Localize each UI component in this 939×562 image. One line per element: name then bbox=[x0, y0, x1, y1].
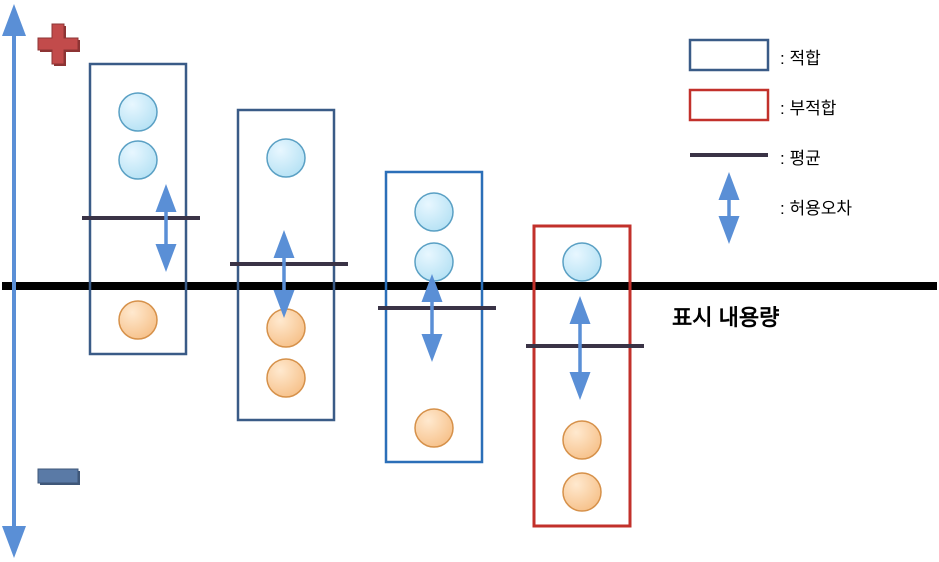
diagram-svg bbox=[0, 0, 939, 562]
data-point-above bbox=[119, 141, 157, 179]
data-point-below bbox=[563, 473, 601, 511]
diagram-stage: 표시 내용량 : 적합 : 부적합 : 평균 : 허용오차 bbox=[0, 0, 939, 562]
data-point-above bbox=[563, 243, 601, 281]
legend-box-icon bbox=[690, 40, 768, 70]
legend-box-icon bbox=[690, 90, 768, 120]
data-point-below bbox=[415, 409, 453, 447]
legend-label: : 평균 bbox=[780, 144, 821, 169]
axis-label: 표시 내용량 bbox=[672, 300, 779, 332]
plus-icon bbox=[38, 24, 78, 64]
data-point-below bbox=[267, 309, 305, 347]
data-point-above bbox=[119, 93, 157, 131]
minus-icon bbox=[38, 469, 78, 483]
legend-label: : 허용오차 bbox=[780, 194, 852, 219]
data-point-below bbox=[267, 359, 305, 397]
data-point-above bbox=[415, 193, 453, 231]
legend-label: : 부적합 bbox=[780, 94, 836, 119]
legend-label: : 적합 bbox=[780, 44, 821, 69]
data-point-below bbox=[563, 421, 601, 459]
data-point-above bbox=[415, 243, 453, 281]
data-point-below bbox=[119, 301, 157, 339]
data-point-above bbox=[267, 139, 305, 177]
